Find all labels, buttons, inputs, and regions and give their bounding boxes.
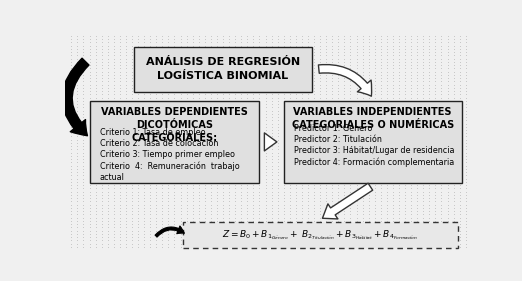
FancyArrowPatch shape xyxy=(155,226,184,237)
Text: ANÁLISIS DE REGRESIÓN
LOGÍSTICA BINOMIAL: ANÁLISIS DE REGRESIÓN LOGÍSTICA BINOMIAL xyxy=(146,57,300,81)
Text: VARIABLES INDEPENDIENTES
CATEGORIALES O NUMÉRICAS: VARIABLES INDEPENDIENTES CATEGORIALES O … xyxy=(292,107,454,130)
Bar xyxy=(183,222,458,248)
Text: Criterio 3: Tiempo primer empleo: Criterio 3: Tiempo primer empleo xyxy=(100,150,234,159)
FancyArrowPatch shape xyxy=(264,133,277,151)
Text: Predictor 4: Formación complementaria: Predictor 4: Formación complementaria xyxy=(294,157,454,167)
Text: Criterio 2: Tasa de colocación: Criterio 2: Tasa de colocación xyxy=(100,139,218,148)
FancyArrowPatch shape xyxy=(318,65,372,96)
Text: $Z = B_0 + B_{1_{G\acute{e}nero}} +\ B_{2_{Titulaci\acute{o}n}} + B_{3_{H\acute{: $Z = B_0 + B_{1_{G\acute{e}nero}} +\ B_{… xyxy=(222,228,418,242)
Text: Criterio 1: Tasa de empleo: Criterio 1: Tasa de empleo xyxy=(100,128,205,137)
Text: VARIABLES DEPENDIENTES
DICOTÓMICAS
CATEGORIALES:: VARIABLES DEPENDIENTES DICOTÓMICAS CATEG… xyxy=(101,107,248,143)
Text: Predictor 1: Género: Predictor 1: Género xyxy=(294,124,372,133)
Text: Predictor 3: Hábitat/Lugar de residencia: Predictor 3: Hábitat/Lugar de residencia xyxy=(294,146,454,155)
Bar xyxy=(284,101,461,183)
FancyArrowPatch shape xyxy=(62,58,89,136)
FancyArrowPatch shape xyxy=(323,183,373,219)
Text: Predictor 2: Titulación: Predictor 2: Titulación xyxy=(294,135,382,144)
Text: Criterio  4:  Remuneración  trabajo
actual: Criterio 4: Remuneración trabajo actual xyxy=(100,162,240,182)
Bar xyxy=(90,101,259,183)
Bar xyxy=(134,47,312,92)
